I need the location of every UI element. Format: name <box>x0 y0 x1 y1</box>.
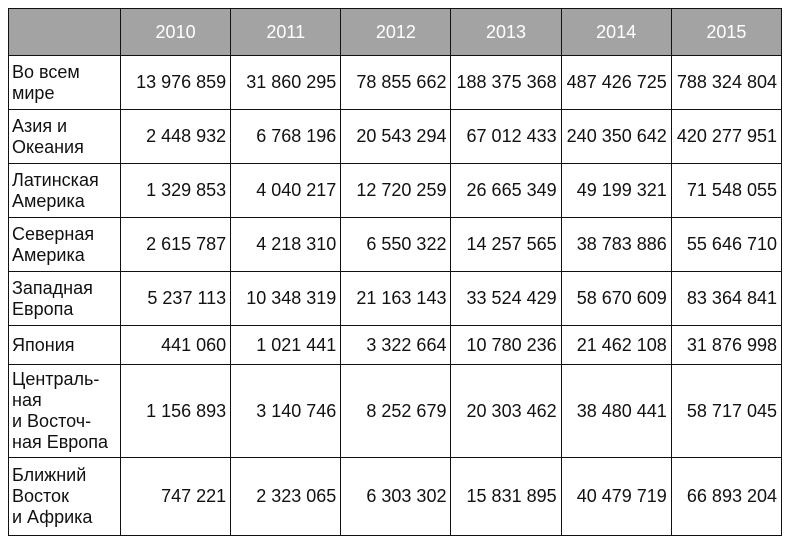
value-cell: 26 665 349 <box>450 163 562 218</box>
value-cell: 10 348 319 <box>230 271 342 326</box>
table-row: Япония 441 060 1 021 441 3 322 664 10 780 23… <box>8 325 783 365</box>
value-cell: 4 040 217 <box>230 163 342 218</box>
value-cell: 12 720 259 <box>340 163 452 218</box>
row-label: Азия и Океания <box>8 109 121 164</box>
table-row: Во всем мире 13 976 859 31 860 295 78 855 6… <box>8 55 783 110</box>
value-cell: 58 717 045 <box>670 364 783 458</box>
table-row: Западная Европа 5 237 113 10 348 319 21 163… <box>8 271 783 326</box>
value-cell: 33 524 429 <box>450 271 562 326</box>
value-cell: 487 426 725 <box>560 55 672 110</box>
value-cell: 2 323 065 <box>230 457 342 536</box>
value-cell: 3 140 746 <box>230 364 342 458</box>
value-cell: 2 615 787 <box>119 217 232 272</box>
table-body: Во всем мире 13 976 859 31 860 295 78 855 6… <box>8 55 783 536</box>
table-row: Северная Америка 2 615 787 4 218 310 6 550 … <box>8 217 783 272</box>
header-row: 2010 2011 2012 2013 2014 2015 <box>8 8 783 56</box>
data-table: 2010 2011 2012 2013 2014 2015 Во всем мире 13 … <box>8 8 783 536</box>
value-cell: 1 329 853 <box>119 163 232 218</box>
value-cell: 38 783 886 <box>560 217 672 272</box>
table-row: Латинская Америка 1 329 853 4 040 217 12 72… <box>8 163 783 218</box>
value-cell: 10 780 236 <box>450 325 562 365</box>
value-cell: 40 479 719 <box>560 457 672 536</box>
row-label: Северная Америка <box>8 217 121 272</box>
row-label: Ближний Восток и Африка <box>8 457 121 536</box>
value-cell: 2 448 932 <box>119 109 232 164</box>
value-cell: 55 646 710 <box>670 217 783 272</box>
value-cell: 6 550 322 <box>340 217 452 272</box>
value-cell: 21 163 143 <box>340 271 452 326</box>
value-cell: 31 860 295 <box>230 55 342 110</box>
value-cell: 5 237 113 <box>119 271 232 326</box>
header-cell: 2010 <box>119 8 232 56</box>
value-cell: 38 480 441 <box>560 364 672 458</box>
header-cell: 2015 <box>670 8 783 56</box>
value-cell: 1 156 893 <box>119 364 232 458</box>
value-cell: 14 257 565 <box>450 217 562 272</box>
value-cell: 441 060 <box>119 325 232 365</box>
value-cell: 6 768 196 <box>230 109 342 164</box>
header-cell: 2012 <box>340 8 452 56</box>
row-label: Во всем мире <box>8 55 121 110</box>
table-row: Азия и Океания 2 448 932 6 768 196 20 543 2… <box>8 109 783 164</box>
table-row: Ближний Восток и Африка 747 221 2 323 065 6… <box>8 457 783 536</box>
row-label: Япония <box>8 325 121 365</box>
header-cell: 2013 <box>450 8 562 56</box>
value-cell: 788 324 804 <box>670 55 783 110</box>
value-cell: 83 364 841 <box>670 271 783 326</box>
row-label: Латинская Америка <box>8 163 121 218</box>
value-cell: 21 462 108 <box>560 325 672 365</box>
row-label: Западная Европа <box>8 271 121 326</box>
value-cell: 6 303 302 <box>340 457 452 536</box>
value-cell: 67 012 433 <box>450 109 562 164</box>
corner-cell <box>8 8 121 56</box>
value-cell: 4 218 310 <box>230 217 342 272</box>
value-cell: 20 543 294 <box>340 109 452 164</box>
value-cell: 78 855 662 <box>340 55 452 110</box>
value-cell: 420 277 951 <box>670 109 783 164</box>
value-cell: 58 670 609 <box>560 271 672 326</box>
table-row: Централь- ная и Восточ- ная Европа 1 156 … <box>8 364 783 458</box>
value-cell: 31 876 998 <box>670 325 783 365</box>
value-cell: 3 322 664 <box>340 325 452 365</box>
value-cell: 20 303 462 <box>450 364 562 458</box>
value-cell: 66 893 204 <box>670 457 783 536</box>
value-cell: 1 021 441 <box>230 325 342 365</box>
value-cell: 747 221 <box>119 457 232 536</box>
header-cell: 2011 <box>230 8 342 56</box>
value-cell: 15 831 895 <box>450 457 562 536</box>
value-cell: 8 252 679 <box>340 364 452 458</box>
value-cell: 13 976 859 <box>119 55 232 110</box>
value-cell: 71 548 055 <box>670 163 783 218</box>
value-cell: 49 199 321 <box>560 163 672 218</box>
header-cell: 2014 <box>560 8 672 56</box>
value-cell: 188 375 368 <box>450 55 562 110</box>
row-label: Централь- ная и Восточ- ная Европа <box>8 364 121 458</box>
value-cell: 240 350 642 <box>560 109 672 164</box>
